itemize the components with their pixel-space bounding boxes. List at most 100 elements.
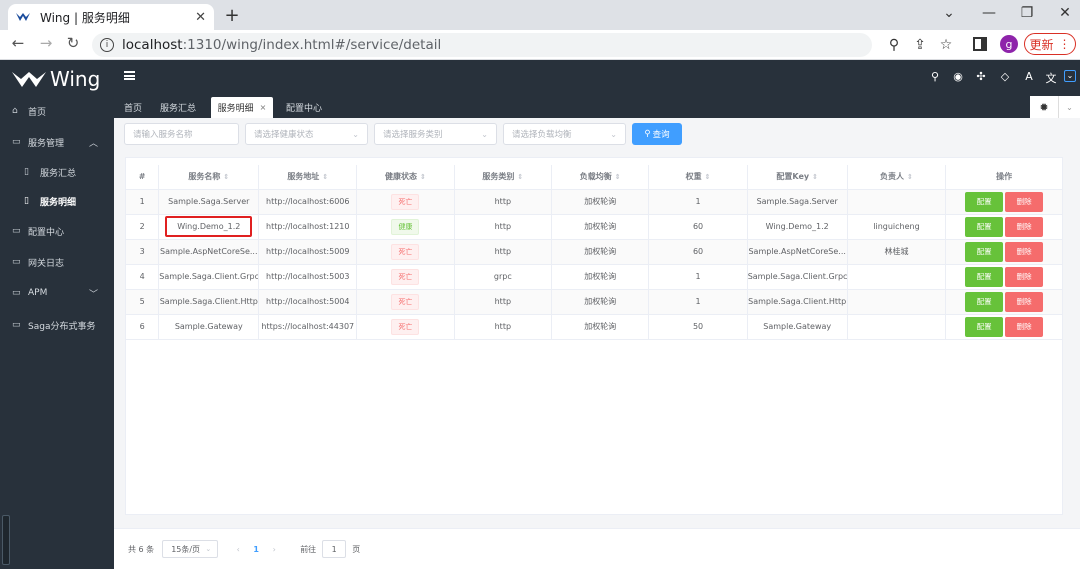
service-name-input[interactable]: 请输入服务名称 — [124, 123, 239, 145]
delete-button[interactable]: 删除 — [1005, 216, 1044, 237]
site-info-icon[interactable]: i — [100, 38, 114, 52]
prev-page-icon[interactable]: ‹ — [236, 544, 240, 554]
sidebar-item-service-summary[interactable]: ▯ 服务汇总 — [0, 157, 114, 187]
gear-icon[interactable]: ✹ — [1039, 100, 1049, 114]
sidebar-item-config-center[interactable]: ▭ 配置中心 — [0, 216, 114, 246]
update-button[interactable]: 更新 ⋮ — [1024, 33, 1076, 55]
sort-icon[interactable]: ⇕ — [704, 173, 711, 182]
profile-avatar[interactable]: g — [1000, 35, 1018, 53]
cell-service-name: Wing.Demo_1.2 — [158, 214, 260, 240]
chevron-down-icon[interactable]: ⌄ — [1058, 96, 1080, 118]
col-config-key[interactable]: 配置Key ⇕ — [747, 165, 848, 190]
goto-page-input[interactable]: 1 — [322, 540, 347, 558]
language-icon[interactable]: 文 — [1045, 72, 1057, 85]
gem-icon[interactable]: ◇ — [1000, 70, 1010, 83]
sort-icon[interactable]: ⇕ — [907, 173, 913, 182]
close-icon[interactable]: × — [259, 103, 267, 112]
sidebar-item-service-detail[interactable]: ▯ 服务明细 — [0, 186, 114, 216]
filter-bar: 请输入服务名称 请选择健康状态 ⌄ 请选择服务类别 ⌄ 请选择负载均衡 ⌄ ⚲ 查询 — [124, 123, 682, 145]
sort-icon[interactable]: ⇕ — [223, 173, 230, 182]
page-tab-service-detail[interactable]: 服务明细 × — [211, 97, 273, 118]
delete-button[interactable]: 删除 — [1005, 266, 1044, 287]
side-panel-icon[interactable] — [973, 37, 987, 51]
page-tab-home[interactable]: 首页 — [117, 97, 149, 118]
delete-button[interactable]: 删除 — [1005, 291, 1044, 312]
sort-icon[interactable]: ⇕ — [420, 173, 426, 182]
query-button[interactable]: ⚲ 查询 — [632, 123, 682, 145]
config-button[interactable]: 配置 — [965, 241, 1004, 262]
table-row: 4 Sample.Saga.Client.Grpc http://localhost… — [126, 264, 1063, 290]
col-label: 操作 — [996, 172, 1013, 182]
cell-owner — [847, 314, 947, 340]
page-tab-config-center[interactable]: 配置中心 — [278, 97, 330, 118]
sidebar-item-label: 首页 — [28, 107, 47, 118]
user-dropdown-icon[interactable]: ⌄ — [1064, 70, 1076, 82]
sidebar-item-home[interactable]: ⌂ 首页 — [0, 96, 114, 126]
chevron-down-icon: ⌄ — [205, 545, 212, 553]
health-state-select[interactable]: 请选择健康状态 ⌄ — [245, 123, 368, 145]
reload-icon[interactable]: ↻ — [66, 34, 80, 52]
page-tab-label: 服务明细 — [217, 104, 254, 114]
col-service-address[interactable]: 服务地址 ⇕ — [258, 165, 358, 190]
delete-button[interactable]: 删除 — [1005, 316, 1044, 337]
page-size-select[interactable]: 15条/页 ⌄ — [162, 540, 219, 558]
cell-health-state: 死亡 — [356, 264, 455, 290]
sort-icon[interactable]: ⇕ — [812, 173, 818, 182]
config-button[interactable]: 配置 — [965, 316, 1004, 337]
config-button[interactable]: 配置 — [965, 266, 1004, 287]
tab-options[interactable]: ✹ ⌄ — [1030, 96, 1080, 118]
sort-icon[interactable]: ⇕ — [614, 173, 621, 182]
sidebar-item-apm[interactable]: ▭ APM ﹀ — [0, 278, 114, 308]
status-badge: 死亡 — [391, 243, 420, 260]
sort-icon[interactable]: ⇕ — [322, 173, 329, 182]
cell-weight: 60 — [648, 214, 748, 240]
config-button[interactable]: 配置 — [965, 216, 1004, 237]
main-content: 请输入服务名称 请选择健康状态 ⌄ 请选择服务类别 ⌄ 请选择负载均衡 ⌄ ⚲ 查询 #… — [114, 118, 1080, 569]
tab-close-icon[interactable]: ✕ — [195, 9, 206, 25]
col-label: 服务名称 — [188, 172, 221, 182]
hamburger-menu-icon[interactable] — [124, 71, 135, 80]
sort-icon[interactable]: ⇕ — [517, 173, 524, 182]
minimize-icon[interactable]: — — [982, 5, 996, 21]
share-icon[interactable]: ⇪ — [914, 37, 926, 53]
delete-button[interactable]: 删除 — [1005, 241, 1044, 262]
sidebar-item-gateway-log[interactable]: ▭ 网关日志 — [0, 247, 114, 277]
delete-button[interactable]: 删除 — [1005, 191, 1044, 212]
new-tab-icon[interactable]: + — [224, 5, 240, 26]
app-logo[interactable]: Wing — [12, 67, 100, 91]
col-service-category[interactable]: 服务类别 ⇕ — [454, 165, 552, 190]
search-icon[interactable]: ⚲ — [930, 70, 940, 83]
browser-tab[interactable]: Wing | 服务明细 ✕ — [8, 4, 214, 30]
col-service-name[interactable]: 服务名称 ⇕ — [158, 165, 260, 190]
col-health-state[interactable]: 健康状态 ⇕ — [356, 165, 455, 190]
col-load-balance[interactable]: 负载均衡 ⇕ — [551, 165, 650, 190]
cell-health-state: 健康 — [356, 214, 455, 240]
service-category-select[interactable]: 请选择服务类别 ⌄ — [374, 123, 497, 145]
bookmark-star-icon[interactable]: ☆ — [939, 37, 953, 53]
config-button[interactable]: 配置 — [965, 191, 1004, 212]
cell-service-address: http://localhost:5004 — [258, 289, 358, 315]
load-balance-select[interactable]: 请选择负载均衡 ⌄ — [503, 123, 626, 145]
cell-service-address: http://localhost:5009 — [258, 239, 358, 265]
back-icon[interactable]: ← — [11, 34, 25, 52]
resize-grip[interactable] — [2, 515, 10, 565]
github-icon[interactable]: ◉ — [953, 70, 963, 83]
page-tab-service-summary[interactable]: 服务汇总 — [156, 97, 200, 118]
table-row: 5 Sample.Saga.Client.Http http://localhost… — [126, 289, 1063, 315]
sidebar-item-saga[interactable]: ▭ Saga分布式事务 — [0, 310, 114, 340]
font-size-icon[interactable]: A — [1025, 70, 1033, 83]
col-owner[interactable]: 负责人 ⇕ — [847, 165, 947, 190]
fullscreen-icon[interactable]: ✣ — [976, 70, 986, 83]
col-weight[interactable]: 权重 ⇕ — [648, 165, 748, 190]
sidebar-item-service-mgmt[interactable]: ▭ 服务管理 ︿ — [0, 127, 114, 157]
restore-icon[interactable]: ❐ — [1020, 5, 1034, 21]
forward-icon[interactable]: → — [39, 34, 53, 52]
config-button[interactable]: 配置 — [965, 291, 1004, 312]
url-field[interactable]: i localhost:1310/wing/index.html#/servic… — [92, 33, 872, 57]
window-close-icon[interactable]: ✕ — [1059, 5, 1071, 21]
page-number-current[interactable]: 1 — [253, 544, 259, 554]
zoom-icon[interactable]: ⚲ — [888, 37, 900, 53]
next-page-icon[interactable]: › — [272, 544, 276, 554]
tab-search-chevron-icon[interactable]: ⌄ — [943, 5, 955, 21]
cell-config-key: Sample.Saga.Client.Http — [747, 289, 848, 315]
